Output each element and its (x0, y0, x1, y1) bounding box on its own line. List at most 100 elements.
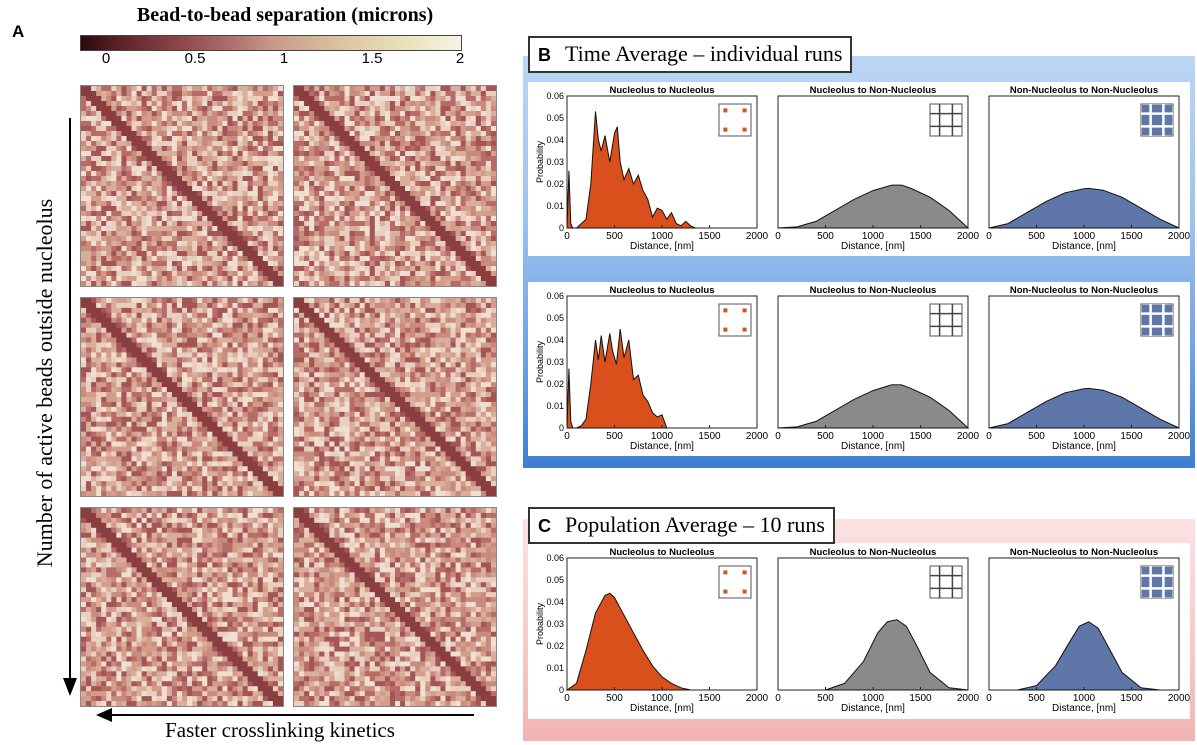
x-tick-label: 2000 (1168, 693, 1191, 704)
x-tick-label: 500 (606, 693, 623, 704)
x-tick-label: 1500 (909, 693, 932, 704)
histogram-svg: Nucleolus to Nucleolus 0 500 1000 1500 2000 Di… (535, 285, 769, 452)
x-axis-label: Distance, [nm] (630, 703, 694, 714)
x-tick-label: 2000 (746, 431, 769, 442)
matrix-grid-icon (929, 303, 963, 337)
histogram-svg: Nucleolus to Non-Nucleolus 0 500 1000 1500 20… (775, 547, 980, 714)
y-tick-label: 0.06 (546, 91, 564, 101)
corner-dot (742, 327, 747, 332)
histogram-plot: Nucleolus to Non-Nucleolus 0 500 1000 1500 20… (748, 84, 982, 256)
colorbar-tick: 2 (455, 50, 465, 67)
x-tick-label: 0 (564, 431, 570, 442)
y-tick-label: 0.01 (546, 401, 564, 411)
plot-title: Nucleolus to Non-Nucleolus (810, 547, 937, 558)
distribution-area (988, 387, 1180, 429)
corner-dot (742, 108, 747, 113)
x-tick-label: 1500 (698, 231, 721, 242)
y-tick-label: 0.03 (546, 157, 564, 167)
x-tick-label: 1000 (862, 231, 885, 242)
histogram-plot: Nucleolus to Nucleolus 0 500 1000 1500 2000 Di… (535, 84, 771, 256)
histogram-svg: Non-Nucleolus to Non-Nucleolus 0 500 1000 15… (986, 547, 1191, 714)
plot-title: Nucleolus to Nucleolus (609, 85, 714, 96)
distribution-area (777, 384, 970, 429)
panel-c-letter: C (538, 516, 551, 536)
y-axis-label: Probability (535, 602, 545, 645)
x-axis-label: Distance, [nm] (841, 441, 905, 452)
contact-heatmap (80, 85, 284, 287)
corner-dot (742, 570, 747, 575)
x-axis-label: Distance, [nm] (841, 241, 905, 252)
panel-b-letter: B (538, 45, 551, 65)
panel-b-title-text: Time Average – individual runs (565, 41, 843, 66)
y-tick-label: 0.05 (546, 113, 564, 123)
x-axis-label: Distance, [nm] (1052, 241, 1116, 252)
distribution-area (566, 111, 696, 229)
histogram-plot: Nucleolus to Nucleolus 0 500 1000 1500 2000 Di… (535, 546, 771, 718)
x-tick-label: 1000 (862, 693, 885, 704)
corner-dot (723, 308, 728, 313)
y-tick-label: 0 (559, 685, 564, 695)
x-tick-label: 1000 (1073, 693, 1096, 704)
corner-dot (723, 327, 728, 332)
x-tick-label: 1000 (651, 431, 674, 442)
x-tick-label: 2000 (746, 231, 769, 242)
corner-dot (723, 108, 728, 113)
x-tick-label: 0 (775, 231, 781, 242)
y-axis-label: Probability (535, 340, 545, 383)
x-tick-label: 500 (817, 431, 834, 442)
x-tick-label: 0 (564, 693, 570, 704)
x-tick-label: 500 (606, 231, 623, 242)
histogram-plot: Nucleolus to Non-Nucleolus 0 500 1000 1500 20… (748, 284, 982, 456)
colorbar-title: Bead-to-bead separation (microns) (136, 4, 434, 26)
x-tick-label: 500 (817, 693, 834, 704)
down-arrow (63, 118, 77, 696)
histogram-plot: Nucleolus to Non-Nucleolus 0 500 1000 1500 20… (748, 546, 982, 718)
distribution-area (988, 187, 1180, 229)
x-tick-label: 2000 (957, 693, 980, 704)
panel-c-title: C Population Average – 10 runs (528, 507, 835, 544)
plot-title: Nucleolus to Nucleolus (609, 547, 714, 558)
histogram-svg: Nucleolus to Non-Nucleolus 0 500 1000 1500 20… (775, 85, 979, 252)
x-tick-label: 1000 (1073, 231, 1096, 242)
x-tick-label: 500 (817, 231, 834, 242)
x-axis-label: Distance, [nm] (630, 241, 694, 252)
x-tick-label: 2000 (1168, 431, 1191, 442)
y-axis-label: Probability (535, 140, 545, 183)
colorbar-tick: 1 (279, 50, 289, 67)
y-tick-label: 0.05 (546, 575, 564, 585)
plot-title: Nucleolus to Non-Nucleolus (810, 285, 937, 296)
panel-b-title: B Time Average – individual runs (528, 36, 853, 73)
y-tick-label: 0.01 (546, 201, 564, 211)
x-tick-label: 500 (1028, 693, 1045, 704)
x-tick-label: 0 (775, 693, 781, 704)
icon-fill (1142, 105, 1172, 135)
x-tick-label: 1000 (862, 431, 885, 442)
matrix-grid-icon (929, 565, 963, 599)
contact-heatmap (293, 297, 497, 497)
plot-title: Non-Nucleolus to Non-Nucleolus (1010, 85, 1158, 96)
y-tick-label: 0.03 (546, 357, 564, 367)
plot-title: Non-Nucleolus to Non-Nucleolus (1010, 285, 1158, 296)
x-tick-label: 0 (986, 431, 992, 442)
x-tick-label: 2000 (957, 431, 980, 442)
y-tick-label: 0.02 (546, 379, 564, 389)
x-tick-label: 0 (986, 693, 992, 704)
distribution-area (825, 619, 969, 691)
y-tick-label: 0.06 (546, 553, 564, 563)
x-tick-label: 2000 (1168, 231, 1191, 242)
histogram-svg: Non-Nucleolus to Non-Nucleolus 0 500 1000 15… (986, 85, 1191, 252)
x-tick-label: 1500 (909, 431, 932, 442)
contact-heatmap (80, 297, 284, 497)
y-tick-label: 0 (559, 223, 564, 233)
distribution-area (566, 328, 668, 429)
y-tick-label: 0.01 (546, 663, 564, 673)
x-tick-label: 0 (775, 431, 781, 442)
x-tick-label: 2000 (746, 693, 769, 704)
plot-title: Nucleolus to Nucleolus (609, 285, 714, 296)
x-tick-label: 1500 (909, 231, 932, 242)
x-tick-label: 1000 (651, 693, 674, 704)
x-tick-label: 0 (564, 231, 570, 242)
x-axis-label: Distance, [nm] (630, 441, 694, 452)
y-tick-label: 0.02 (546, 179, 564, 189)
y-tick-label: 0.04 (546, 335, 564, 345)
